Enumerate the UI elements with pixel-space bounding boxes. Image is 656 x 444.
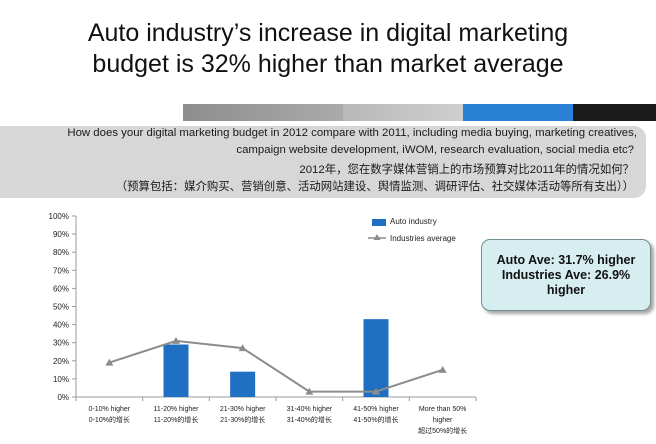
deco-segment: [343, 104, 463, 121]
x-tick-label: 31-40% higher: [287, 406, 333, 413]
x-tick-label: 21-30% higher: [220, 406, 266, 413]
point-industries-average: [372, 387, 380, 395]
question-line-1: How does your digital marketing budget i…: [67, 127, 637, 139]
y-tick-label: 80%: [53, 248, 69, 257]
x-tick-label: More than 50%: [419, 406, 466, 413]
x-tick-label: higher: [433, 417, 453, 424]
y-tick-label: 40%: [53, 321, 69, 330]
y-tick-label: 20%: [53, 357, 69, 366]
x-tick-label: 11-20%的增长: [154, 415, 199, 424]
y-tick-label: 50%: [53, 303, 69, 312]
bar-auto-industry: [363, 319, 389, 397]
callout-line-3: higher: [546, 282, 586, 297]
question-line-4: （预算包括：媒介购买、营销创意、活动网站建设、舆情监测、调研评估、社交媒体活动等…: [115, 181, 634, 193]
x-tick-label: 31-40%的增长: [287, 415, 332, 424]
legend-label-average: Industries average: [390, 234, 456, 243]
callout-line-1: Auto Ave: 31.7% higher: [496, 252, 636, 267]
question-box: How does your digital marketing budget i…: [0, 126, 646, 198]
x-tick-label: 21-30%的增长: [220, 415, 265, 424]
x-tick-label: 0-10%的增长: [89, 415, 130, 424]
x-tick-label: 41-50%的增长: [353, 415, 398, 424]
question-line-2: campaign website development, iWOM, rese…: [236, 144, 634, 156]
x-tick-label: 41-50% higher: [353, 406, 399, 413]
y-tick-label: 100%: [49, 212, 69, 221]
y-tick-label: 30%: [53, 339, 69, 348]
legend-marker-average-point: [373, 234, 381, 240]
point-industries-average: [438, 365, 447, 373]
y-tick-label: 70%: [53, 266, 69, 275]
x-tick-label: 11-20% higher: [153, 406, 199, 413]
point-industries-average: [305, 387, 314, 395]
bar-auto-industry: [230, 371, 256, 397]
title-line-2: budget is 32% higher than market average: [92, 50, 564, 78]
slide-title: Auto industry’s increase in digital mark…: [0, 18, 656, 80]
line-industries-average: [109, 339, 443, 393]
point-industries-average: [172, 336, 180, 344]
average-callout: Auto Ave: 31.7% higher Industries Ave: 2…: [481, 239, 651, 311]
x-tick-label: 超过50%的增长: [418, 426, 467, 435]
legend-label-auto: Auto industry: [390, 217, 437, 226]
decorative-bar: [183, 104, 656, 121]
deco-segment: [183, 104, 343, 121]
point-industries-average: [238, 344, 247, 352]
callout-line-2: Industries Ave: 26.9%: [501, 267, 631, 282]
bar-auto-industry: [163, 344, 189, 397]
question-line-3: 2012年，您在数字媒体营销上的市场预算对比2011年的情况如何？: [299, 164, 634, 176]
y-tick-label: 90%: [53, 230, 69, 239]
point-industries-average: [105, 358, 114, 366]
y-tick-label: 10%: [53, 375, 69, 384]
deco-segment: [573, 104, 656, 121]
x-tick-label: 0-10% higher: [89, 406, 131, 413]
title-line-1: Auto industry’s increase in digital mark…: [87, 19, 569, 47]
deco-segment: [463, 104, 573, 121]
legend-marker-auto: [372, 219, 386, 226]
y-tick-label: 0%: [57, 393, 69, 402]
y-tick-label: 60%: [53, 284, 69, 293]
